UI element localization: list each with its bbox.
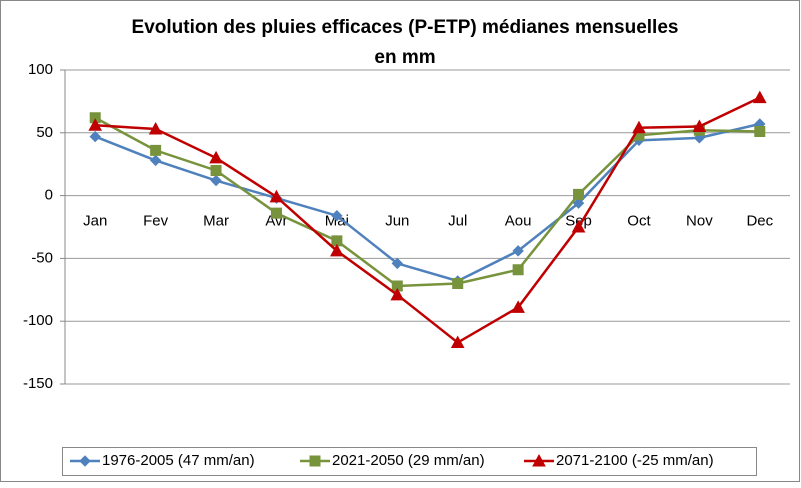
series-line bbox=[95, 96, 761, 345]
legend-label: 2021-2050 (29 mm/an) bbox=[332, 452, 485, 469]
y-tick-label: 100 bbox=[28, 61, 53, 78]
data-point bbox=[150, 144, 162, 156]
y-tick-label: -150 bbox=[23, 375, 53, 392]
x-tick-label: Jan bbox=[83, 213, 107, 230]
data-point bbox=[573, 188, 585, 200]
x-tick-label: Oct bbox=[627, 213, 651, 230]
data-point bbox=[391, 257, 403, 270]
data-point bbox=[269, 189, 284, 203]
x-tick-label: Aou bbox=[505, 213, 532, 230]
legend-marker bbox=[309, 455, 321, 467]
y-tick-label: -100 bbox=[23, 312, 53, 329]
x-tick-label: Dec bbox=[746, 213, 773, 230]
data-point bbox=[571, 219, 586, 233]
data-point bbox=[88, 118, 103, 131]
data-point bbox=[331, 235, 343, 247]
data-point bbox=[209, 150, 223, 164]
y-tick-label: 0 bbox=[45, 187, 53, 204]
data-point bbox=[270, 207, 282, 219]
legend-marker bbox=[79, 455, 91, 467]
data-point bbox=[89, 112, 101, 124]
data-point bbox=[572, 197, 585, 209]
data-point bbox=[210, 174, 222, 187]
chart-title: Evolution des pluies efficaces (P-ETP) m… bbox=[132, 17, 679, 38]
chart-title: en mm bbox=[374, 47, 435, 68]
data-point bbox=[330, 243, 344, 257]
data-point bbox=[754, 126, 766, 138]
x-tick-label: Mar bbox=[203, 213, 229, 230]
series-line bbox=[94, 116, 760, 288]
data-point bbox=[331, 209, 343, 222]
data-point bbox=[512, 264, 524, 276]
data-point bbox=[632, 120, 646, 134]
y-tick-label: 50 bbox=[36, 124, 53, 141]
data-point bbox=[148, 121, 163, 135]
data-point bbox=[452, 278, 464, 290]
data-point bbox=[692, 119, 707, 133]
data-point bbox=[511, 300, 525, 313]
data-point bbox=[752, 90, 767, 104]
data-point bbox=[390, 287, 405, 301]
data-point bbox=[391, 280, 403, 292]
x-tick-label: Fev bbox=[143, 213, 169, 230]
x-tick-label: Jun bbox=[385, 213, 409, 230]
y-tick-label: -50 bbox=[31, 249, 53, 266]
data-point bbox=[89, 130, 101, 143]
data-point bbox=[210, 164, 222, 176]
x-tick-label: Nov bbox=[686, 213, 713, 230]
series-line bbox=[94, 122, 761, 283]
x-tick-label: Jul bbox=[448, 213, 467, 230]
legend-marker bbox=[532, 453, 546, 467]
legend-label: 1976-2005 (47 mm/an) bbox=[102, 452, 255, 469]
legend-label: 2071-2100 (-25 mm/an) bbox=[556, 452, 714, 469]
data-point bbox=[512, 245, 524, 257]
data-point bbox=[149, 154, 162, 167]
data-point bbox=[450, 335, 465, 349]
legend-box bbox=[62, 447, 757, 476]
